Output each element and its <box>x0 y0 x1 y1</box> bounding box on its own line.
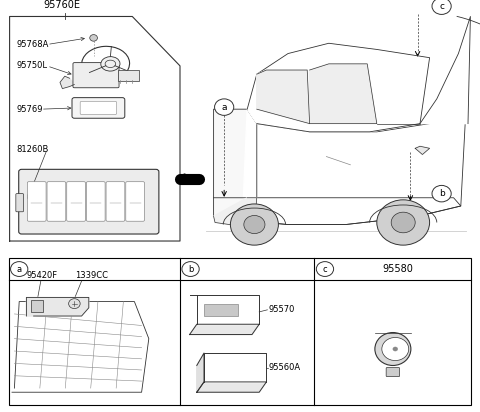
Text: 1339CC: 1339CC <box>75 271 108 280</box>
Circle shape <box>90 35 97 41</box>
Bar <box>204 304 238 316</box>
FancyBboxPatch shape <box>86 182 105 221</box>
Circle shape <box>230 204 278 245</box>
FancyBboxPatch shape <box>72 98 125 118</box>
Text: c: c <box>323 265 327 274</box>
Polygon shape <box>197 295 259 324</box>
Text: a: a <box>221 103 227 112</box>
Text: 81260B: 81260B <box>17 145 49 154</box>
Text: b: b <box>439 189 444 198</box>
Polygon shape <box>214 109 257 216</box>
FancyBboxPatch shape <box>80 101 117 115</box>
Polygon shape <box>197 353 204 392</box>
Circle shape <box>432 185 451 202</box>
Bar <box>9 258 471 405</box>
Polygon shape <box>197 382 266 392</box>
Text: 95750L: 95750L <box>17 61 48 70</box>
Polygon shape <box>190 324 259 335</box>
Circle shape <box>432 0 451 14</box>
Circle shape <box>391 212 415 233</box>
Text: 95769: 95769 <box>17 105 43 114</box>
Circle shape <box>393 347 398 351</box>
Polygon shape <box>247 43 430 132</box>
Polygon shape <box>204 353 266 382</box>
Text: 95768A: 95768A <box>17 40 49 49</box>
Circle shape <box>382 337 409 360</box>
Text: 95420F: 95420F <box>27 271 58 280</box>
Ellipse shape <box>101 56 120 71</box>
Polygon shape <box>10 16 180 241</box>
FancyBboxPatch shape <box>27 182 46 221</box>
Circle shape <box>316 262 334 276</box>
Polygon shape <box>214 198 257 227</box>
FancyBboxPatch shape <box>73 63 119 88</box>
Polygon shape <box>60 76 74 89</box>
Polygon shape <box>257 70 310 124</box>
FancyBboxPatch shape <box>47 182 66 221</box>
Ellipse shape <box>375 332 411 365</box>
Circle shape <box>69 299 80 309</box>
Circle shape <box>182 262 199 276</box>
Text: c: c <box>439 2 444 11</box>
Polygon shape <box>242 109 466 225</box>
Polygon shape <box>420 16 470 124</box>
Text: b: b <box>188 265 193 274</box>
Polygon shape <box>415 146 430 154</box>
Text: 95760E: 95760E <box>43 0 80 10</box>
Circle shape <box>11 262 28 276</box>
Text: a: a <box>17 265 22 274</box>
Circle shape <box>377 200 430 245</box>
Polygon shape <box>310 64 377 124</box>
FancyBboxPatch shape <box>16 194 24 212</box>
Text: 95580: 95580 <box>382 264 413 274</box>
Circle shape <box>215 99 234 115</box>
FancyBboxPatch shape <box>386 368 399 377</box>
FancyBboxPatch shape <box>126 182 144 221</box>
Bar <box>31 300 43 312</box>
Polygon shape <box>12 302 149 392</box>
Polygon shape <box>214 198 461 225</box>
FancyBboxPatch shape <box>67 182 85 221</box>
Circle shape <box>244 215 265 234</box>
Text: 95570: 95570 <box>269 305 295 314</box>
Bar <box>118 70 139 81</box>
Text: 95560A: 95560A <box>269 363 301 372</box>
FancyBboxPatch shape <box>106 182 125 221</box>
FancyBboxPatch shape <box>19 169 159 234</box>
Polygon shape <box>26 297 89 316</box>
